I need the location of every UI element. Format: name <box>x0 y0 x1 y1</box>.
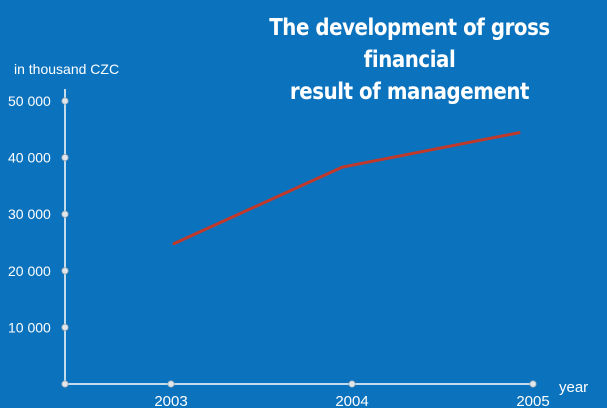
series-line <box>172 131 521 246</box>
chart-title: The development of gross financial resul… <box>240 12 580 108</box>
x-tick-marker <box>167 380 175 388</box>
y-tick-marker <box>61 210 69 218</box>
y-tick-label: 30 000 <box>8 206 51 222</box>
tick-labels: 10 000 20 000 30 000 40 000 50 000 2003 2004 20… <box>8 93 550 408</box>
series-group <box>172 131 521 246</box>
y-axis-label: in thousand CZC <box>14 61 119 77</box>
x-tick-label: 2003 <box>154 393 187 408</box>
y-tick-label: 50 000 <box>8 93 51 109</box>
y-tick-marker <box>61 154 69 162</box>
y-tick-label: 40 000 <box>8 150 51 166</box>
x-tick-label: 2004 <box>335 393 368 408</box>
x-axis-label: year <box>559 379 588 396</box>
origin-marker <box>61 380 69 388</box>
x-tick-label: 2005 <box>516 393 549 408</box>
y-tick-marker <box>61 97 69 105</box>
x-tick-marker <box>529 380 537 388</box>
y-tick-label: 20 000 <box>8 263 51 279</box>
chart-title-line-2: result of management <box>289 79 530 105</box>
y-tick-marker <box>61 267 69 275</box>
axes <box>64 89 533 385</box>
x-tick-marker <box>348 380 356 388</box>
chart-title-line-1: The development of gross financial <box>269 15 550 73</box>
y-tick-marker <box>61 323 69 331</box>
y-tick-label: 10 000 <box>8 319 51 335</box>
tick-marks <box>61 97 537 388</box>
